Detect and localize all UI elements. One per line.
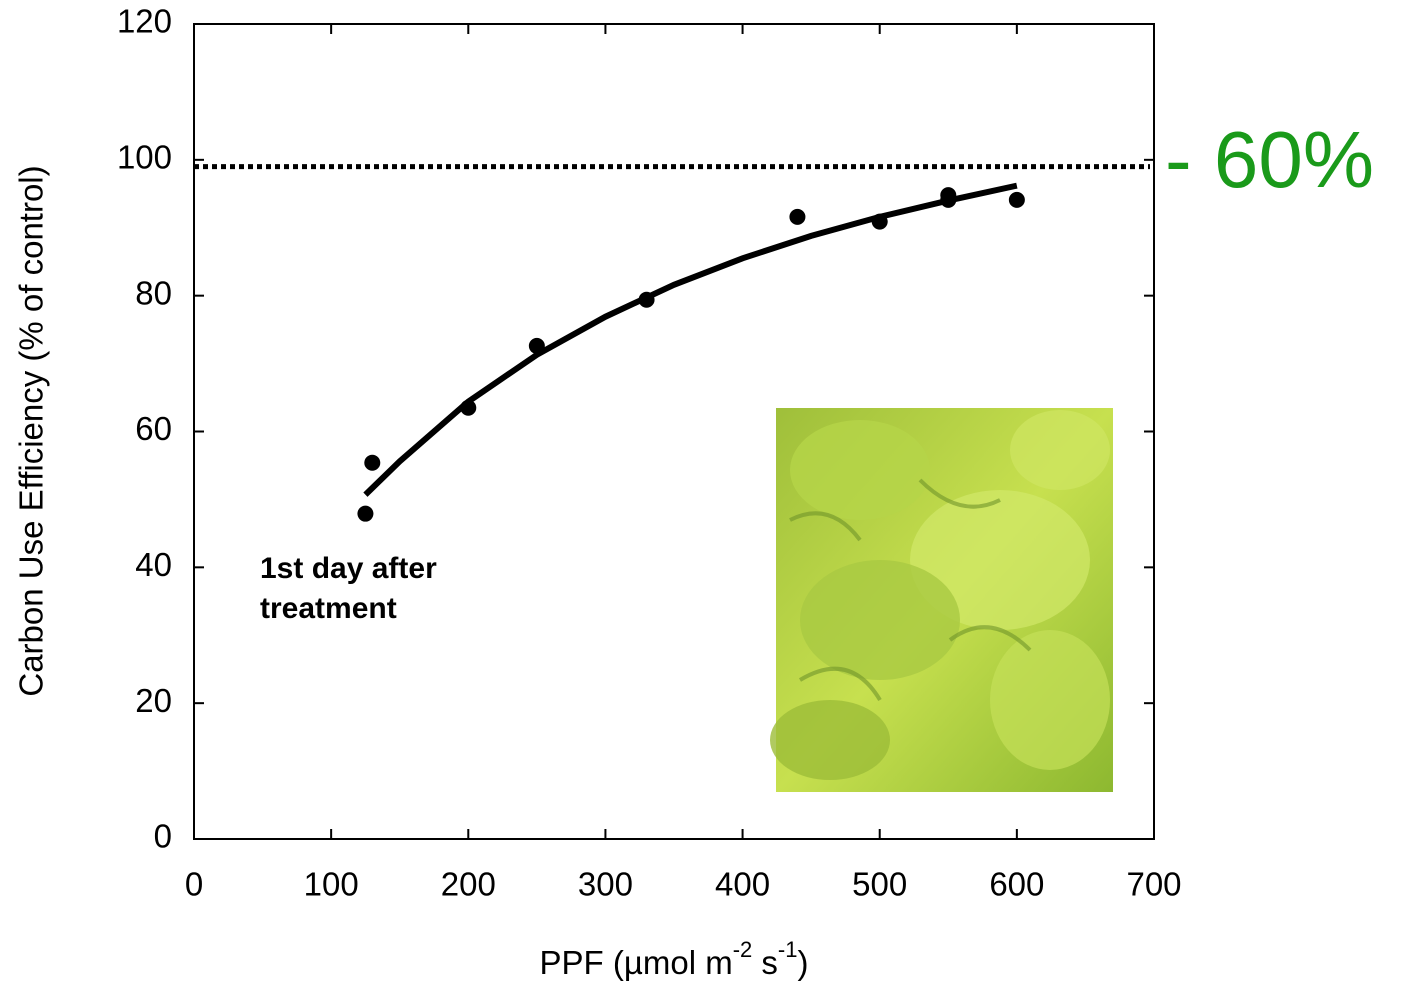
y-tick-label: 60 xyxy=(135,410,172,447)
data-point xyxy=(940,191,957,208)
data-point xyxy=(364,454,381,471)
x-tick-label: 100 xyxy=(304,866,359,903)
y-tick-label: 120 xyxy=(117,3,172,40)
x-tick-label: 500 xyxy=(852,866,907,903)
callout: - 60% xyxy=(1165,115,1374,204)
data-point xyxy=(460,399,477,416)
data-point xyxy=(528,337,545,354)
data-point xyxy=(1008,191,1025,208)
data-point xyxy=(789,208,806,225)
lettuce-photo xyxy=(770,408,1113,792)
y-tick-label: 40 xyxy=(135,546,172,583)
data-point xyxy=(871,213,888,230)
x-tick-label: 400 xyxy=(715,866,770,903)
x-tick-label: 600 xyxy=(989,866,1044,903)
x-tick-label: 0 xyxy=(185,866,203,903)
x-tick-label: 700 xyxy=(1126,866,1181,903)
y-tick-label: 100 xyxy=(117,139,172,176)
data-point xyxy=(357,505,374,522)
x-tick-label: 300 xyxy=(578,866,633,903)
y-tick-label: 80 xyxy=(135,274,172,311)
y-tick-label: 0 xyxy=(154,818,172,855)
data-point xyxy=(638,291,655,308)
x-axis-label: PPF (µmol m-2 s-1) xyxy=(540,937,809,981)
x-tick-label: 200 xyxy=(441,866,496,903)
y-tick-label: 20 xyxy=(135,682,172,719)
y-axis-label: Carbon Use Efficiency (% of control) xyxy=(13,165,50,696)
annotation: 1st day after treatment xyxy=(260,552,445,625)
fit-curve xyxy=(363,182,1018,497)
